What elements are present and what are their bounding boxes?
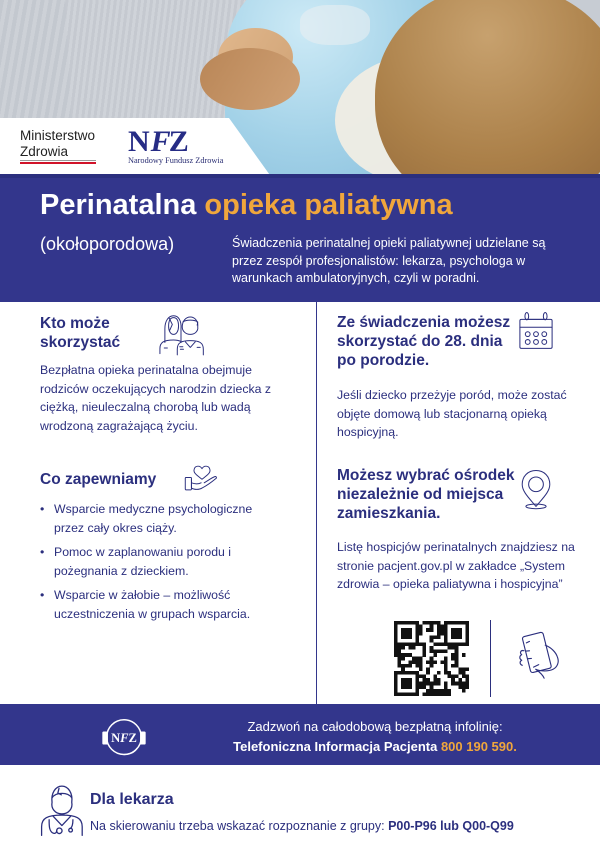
svg-text:NFZ: NFZ bbox=[111, 731, 137, 745]
